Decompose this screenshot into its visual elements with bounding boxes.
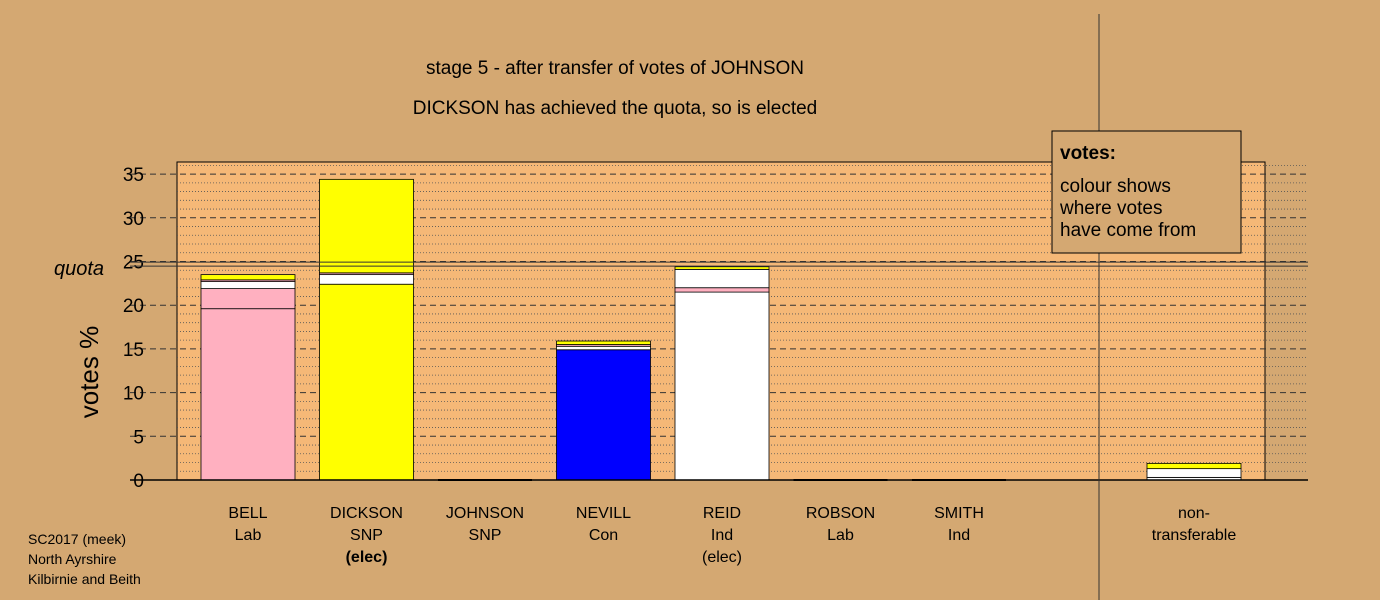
- bar-bell-segment: [200, 281, 296, 289]
- bar-dickson-segment: [319, 274, 414, 285]
- bar-nevill-segment: [556, 349, 651, 481]
- footer-line-3: Kilbirnie and Beith: [28, 571, 141, 587]
- candidate-party: Lab: [235, 527, 262, 544]
- candidate-name: JOHNSON: [446, 505, 524, 522]
- bar-dickson-segment: [319, 178, 414, 274]
- bar-reid-segment: [674, 268, 770, 289]
- candidate-party: SNP: [469, 527, 502, 544]
- bar-reid-segment: [674, 291, 770, 481]
- candidate-status: (elec): [702, 549, 742, 566]
- legend-line-2: where votes: [1059, 198, 1162, 219]
- footer: SC2017 (meek) North Ayrshire Kilbirnie a…: [28, 531, 141, 587]
- y-tick-label: 20: [123, 296, 144, 317]
- candidate-party: Ind: [711, 527, 733, 544]
- footer-line-2: North Ayrshire: [28, 551, 117, 567]
- legend-box: votes: colour shows where votes have com…: [1051, 130, 1242, 254]
- y-tick-label: 5: [133, 427, 144, 448]
- candidate-party: Lab: [827, 527, 854, 544]
- bar-nevill-segment: [556, 340, 651, 345]
- candidate-name: SMITH: [934, 505, 984, 522]
- quota-label: quota: [54, 258, 104, 280]
- y-tick-label: 35: [123, 165, 144, 186]
- candidate-name: NEVILL: [576, 505, 631, 522]
- nontransferable-label-1: non-: [1178, 505, 1210, 522]
- bar-reid-segment: [674, 287, 770, 293]
- candidate-party: Ind: [948, 527, 970, 544]
- chart-subtitle: DICKSON has achieved the quota, so is el…: [413, 98, 818, 119]
- candidate-name: DICKSON: [330, 505, 403, 522]
- y-tick-label: 15: [123, 340, 144, 361]
- y-tick-label: 30: [123, 209, 144, 230]
- y-axis-label: votes %: [74, 326, 104, 419]
- candidate-party: SNP: [350, 527, 383, 544]
- bars: [200, 178, 1242, 481]
- bar-bell-segment: [200, 308, 296, 481]
- candidate-name: BELL: [228, 505, 267, 522]
- y-tick-label: 25: [123, 253, 144, 274]
- bar-bell-segment: [200, 288, 296, 310]
- bar-bell-segment: [200, 274, 296, 281]
- chart-title: stage 5 - after transfer of votes of JOH…: [426, 58, 804, 79]
- bar-dickson-segment: [319, 283, 414, 481]
- candidate-party: Con: [589, 527, 618, 544]
- candidate-name: REID: [703, 505, 741, 522]
- candidate-status: (elec): [346, 549, 388, 566]
- footer-line-1: SC2017 (meek): [28, 531, 126, 547]
- y-tick-label: 10: [123, 384, 144, 405]
- candidate-name: ROBSON: [806, 505, 875, 522]
- bar-nontransferable-segment: [1146, 462, 1242, 470]
- legend-heading: votes:: [1060, 143, 1116, 164]
- axes: 0 5 10 15 20 25 30 35 BELL Lab DICKSON SNP (elec) JOH…: [123, 14, 1308, 600]
- bar-reid-segment: [674, 266, 770, 270]
- legend-line-3: have come from: [1060, 220, 1196, 241]
- bar-nontransferable-segment: [1146, 468, 1242, 478]
- legend-line-1: colour shows: [1060, 176, 1171, 197]
- bar-nevill-segment: [556, 345, 651, 351]
- nontransferable-label-2: transferable: [1152, 527, 1237, 544]
- y-tick-label: 0: [133, 471, 144, 492]
